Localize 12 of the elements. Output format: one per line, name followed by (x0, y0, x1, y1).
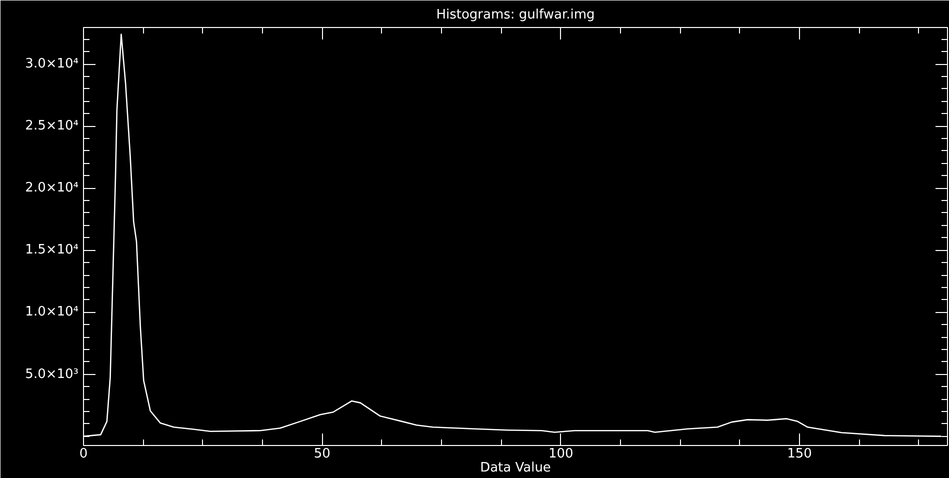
y-tick-label: 1.5×10⁴ (25, 242, 79, 258)
x-tick-label: 0 (79, 446, 88, 462)
x-tick-label: 100 (548, 446, 574, 462)
x-tick-label: 150 (787, 446, 812, 462)
chart-title: Histograms: gulfwar.img (436, 8, 595, 22)
y-tick-label: 2.0×10⁴ (25, 180, 79, 196)
x-axis-title: Data Value (480, 460, 551, 476)
y-tick-label: 2.5×10⁴ (25, 118, 79, 134)
x-tick-label: 50 (314, 446, 330, 462)
y-tick-label: 3.0×10⁴ (25, 56, 79, 72)
y-tick-label: 1.0×10⁴ (25, 304, 79, 320)
y-tick-label: 5.0×10³ (25, 366, 79, 382)
